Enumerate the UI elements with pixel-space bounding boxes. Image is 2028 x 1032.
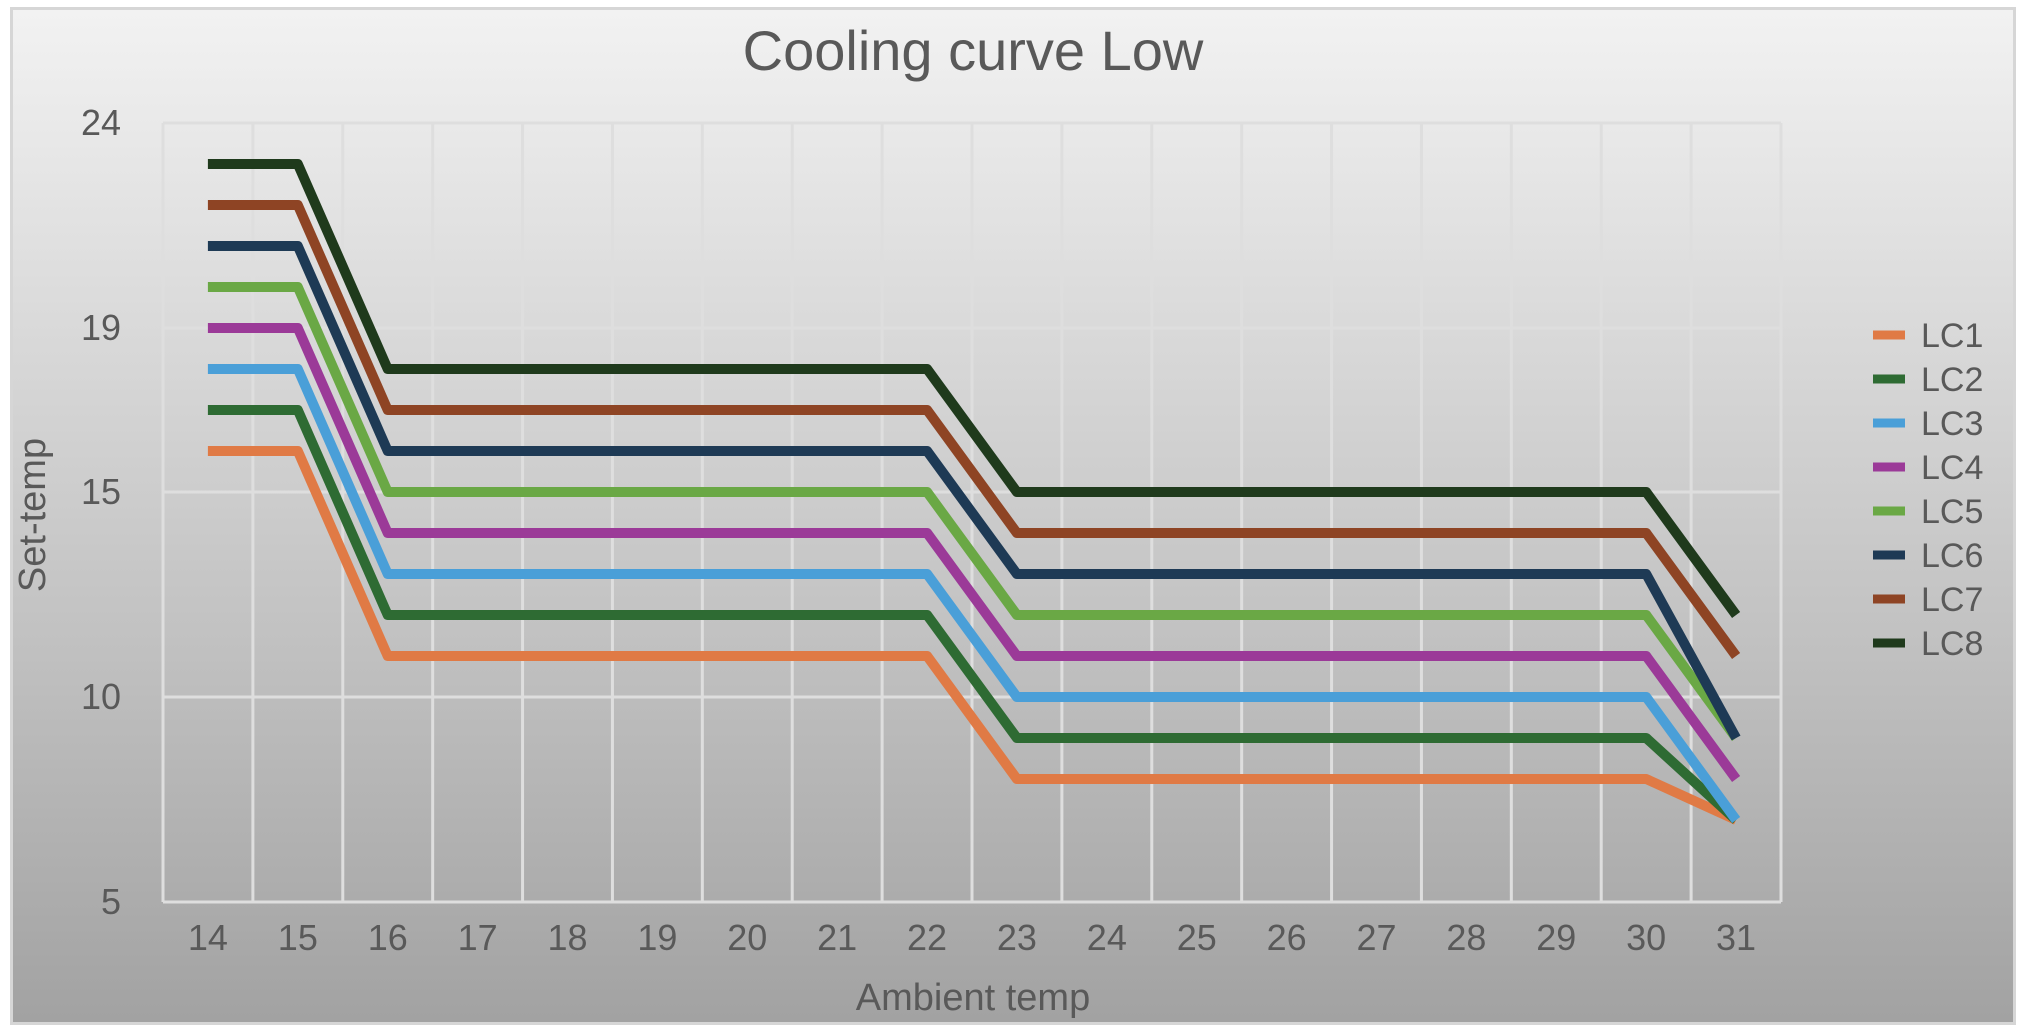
x-tick-label: 24: [1087, 917, 1127, 958]
series-line-lc4: [207, 323, 1741, 782]
y-tick-label: 10: [81, 676, 121, 717]
series-line-lc8: [207, 159, 1741, 618]
x-axis-title: Ambient temp: [856, 977, 1090, 1019]
y-tick-label: 15: [81, 471, 121, 512]
series-line-lc6: [207, 241, 1741, 741]
legend-label-lc6: LC6: [1921, 537, 1983, 575]
legend-label-lc8: LC8: [1921, 625, 1983, 663]
x-tick-label: 30: [1626, 917, 1666, 958]
series-lines: [207, 159, 1741, 825]
x-tick-label: 23: [997, 917, 1037, 958]
x-tick-label: 16: [368, 917, 408, 958]
series-line-lc2: [207, 405, 1740, 824]
x-tick-label: 20: [727, 917, 767, 958]
x-tick-label: 18: [547, 917, 587, 958]
x-axis-ticks: 14 15 16 17 18 19 20 21 22 23 24 25 26 27 28 29 30 31: [188, 917, 1756, 958]
y-tick-label: 24: [81, 102, 121, 143]
legend-label-lc2: LC2: [1921, 361, 1983, 399]
chart-title: Cooling curve Low: [743, 19, 1204, 82]
legend-label-lc4: LC4: [1921, 449, 1983, 487]
y-tick-label: 5: [101, 881, 121, 922]
x-tick-label: 19: [637, 917, 677, 958]
cooling-curve-chart: Cooling curve Low 14 15 16 17 18 19 20 21 22 23 24…: [13, 19, 1983, 1019]
x-tick-label: 15: [278, 917, 318, 958]
series-line-lc1: [207, 446, 1739, 825]
legend-label-lc1: LC1: [1921, 317, 1983, 355]
legend-label-lc7: LC7: [1921, 581, 1983, 619]
x-tick-label: 28: [1446, 917, 1486, 958]
legend-label-lc3: LC3: [1921, 405, 1983, 443]
x-tick-label: 22: [907, 917, 947, 958]
series-line-lc7: [207, 200, 1741, 659]
x-tick-label: 17: [458, 917, 498, 958]
chart-frame: Cooling curve Low 14 15 16 17 18 19 20 21 22 23 24…: [10, 7, 2016, 1025]
x-tick-label: 27: [1356, 917, 1396, 958]
x-tick-label: 25: [1177, 917, 1217, 958]
y-tick-label: 19: [81, 307, 121, 348]
series-line-lc5: [207, 282, 1741, 741]
legend-label-lc5: LC5: [1921, 493, 1983, 531]
x-tick-label: 14: [188, 917, 228, 958]
x-tick-label: 31: [1716, 917, 1756, 958]
series-line-lc3: [207, 364, 1741, 823]
x-tick-label: 29: [1536, 917, 1576, 958]
x-tick-label: 21: [817, 917, 857, 958]
y-axis-ticks: 5 10 15 19 24: [81, 102, 121, 922]
y-axis-title: Set-temp: [13, 438, 54, 592]
legend: LC1 LC2 LC3 LC4 LC5 LC6 LC7 LC8: [1873, 317, 1983, 663]
x-tick-label: 26: [1267, 917, 1307, 958]
